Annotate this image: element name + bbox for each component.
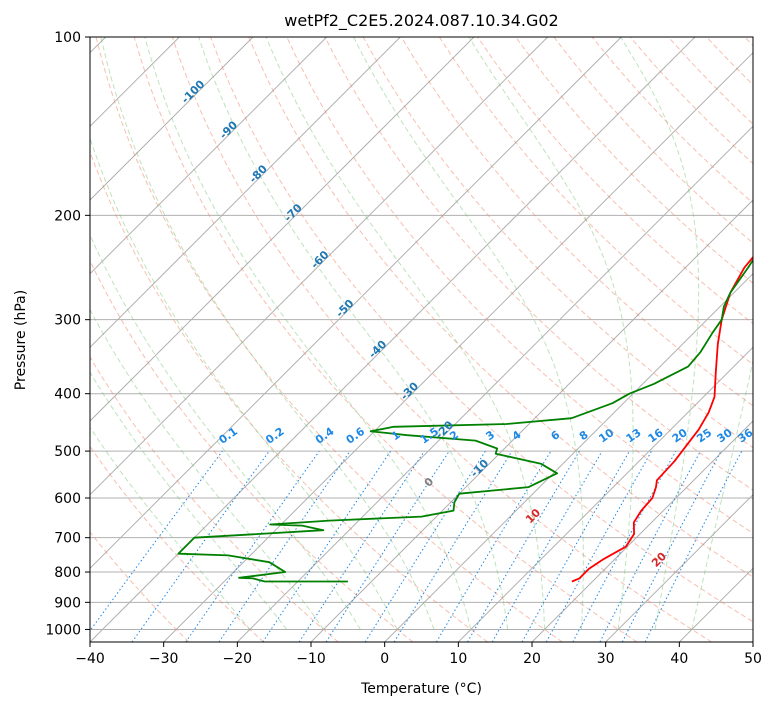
y-tick-label: 700 (54, 531, 81, 547)
y-tick-label: 100 (54, 30, 81, 46)
x-tick-label: 0 (380, 651, 389, 667)
moist-adiabat (468, 37, 634, 630)
moist-adiabat (144, 37, 472, 630)
temperature-profile (571, 255, 753, 583)
y-tick-label: 900 (54, 595, 81, 611)
mixing-ratio-line (325, 450, 450, 642)
dry-adiabat (400, 37, 753, 407)
mixing-ratio-line (545, 450, 653, 642)
dry-adiabat (90, 356, 339, 642)
dry-adiabat (133, 37, 638, 642)
dewpoint-profile (177, 258, 753, 583)
dry-adiabat (324, 37, 753, 491)
isotherm-line (90, 37, 622, 570)
x-tick-label: 50 (744, 651, 762, 667)
mixing-ratio-line (218, 450, 351, 642)
moist-adiabat (691, 358, 753, 630)
dry-adiabat (248, 37, 753, 578)
x-axis-title: Temperature (°C) (360, 681, 482, 697)
x-tick-label: 10 (449, 651, 467, 667)
dry-adiabat (90, 531, 190, 642)
moist-adiabat (620, 37, 700, 630)
moist-adiabat (353, 37, 584, 630)
x-tick-label: −30 (149, 651, 179, 667)
isotherm-line (90, 37, 328, 275)
dry-adiabat (95, 37, 563, 642)
y-tick-label: 300 (54, 313, 81, 329)
y-tick-label: 600 (54, 491, 81, 507)
mixing-ratio-line (644, 450, 743, 642)
y-tick-label: 800 (54, 565, 81, 581)
isotherm-line (531, 420, 753, 642)
x-tick-label: 30 (597, 651, 615, 667)
x-tick-label: −20 (223, 651, 253, 667)
isotherm-line (90, 37, 549, 496)
moist-adiabat (90, 233, 361, 630)
isotherm-line (605, 493, 753, 642)
moist-adiabat (100, 37, 435, 630)
mixing-ratio-line (298, 450, 425, 642)
plot-frame (89, 36, 754, 643)
mixing-ratio-line (131, 450, 270, 642)
x-tick-label: 40 (670, 651, 688, 667)
moist-adiabat (198, 37, 509, 630)
dry-adiabat (438, 37, 753, 366)
isotherm-line (90, 37, 254, 201)
moist-adiabat (265, 37, 546, 630)
isotherm-line (236, 125, 753, 642)
mixing-ratio-line (90, 450, 223, 632)
y-tick-label: 500 (54, 444, 81, 460)
isotherm-line (90, 37, 401, 349)
dry-adiabat (90, 259, 414, 642)
dry-adiabat (515, 37, 753, 284)
isotherm-line (90, 37, 475, 422)
mixing-ratio-line (393, 450, 513, 642)
mixing-ratio-line (572, 450, 677, 642)
mixing-ratio-line (262, 450, 392, 642)
isotherm-line (163, 51, 753, 642)
y-axis-title: Pressure (hPa) (13, 290, 29, 390)
dry-adiabat (90, 150, 488, 642)
chart-title: wetPf2_C2E5.2024.087.10.34.G02 (284, 11, 558, 31)
mixing-ratio-label: 36 (735, 426, 755, 446)
y-tick-label: 200 (54, 208, 81, 224)
moist-adiabat (90, 308, 324, 630)
isotherm-line (384, 272, 753, 642)
isotherm-line (457, 346, 753, 642)
dry-adiabat (171, 37, 712, 642)
y-tick-label: 1000 (45, 622, 81, 638)
moist-adiabat (90, 136, 398, 630)
x-tick-label: −40 (75, 651, 105, 667)
mixing-ratio-line (521, 450, 630, 642)
mixing-ratio-line (185, 450, 320, 642)
y-tick-label: 400 (54, 387, 81, 403)
dry-adiabat (210, 37, 753, 623)
x-tick-label: 20 (523, 651, 541, 667)
x-tick-label: −10 (296, 651, 326, 667)
dry-adiabat (90, 445, 264, 642)
